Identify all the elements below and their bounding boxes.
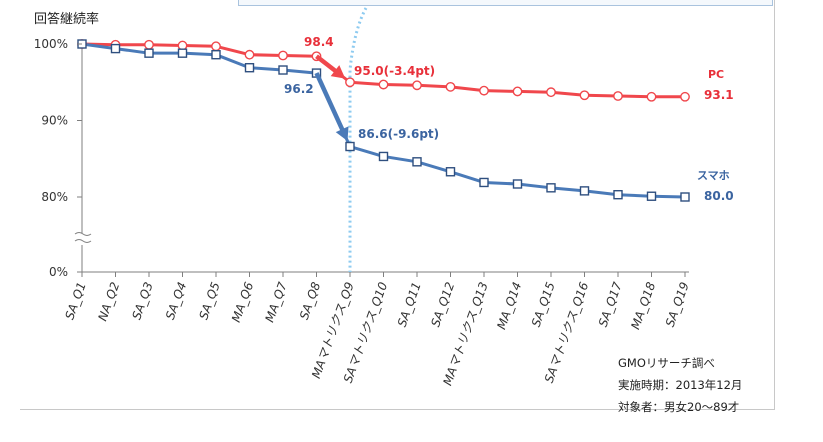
pc-point: [211, 41, 221, 52]
x-tick-label: MA_Q6: [229, 280, 257, 324]
chart-frame: [20, 0, 775, 410]
pc-point: [345, 77, 355, 88]
pc-point: [546, 87, 556, 98]
source-note: GMOリサーチ調べ: [618, 356, 715, 370]
x-tick-label: MA_Q18: [628, 280, 658, 331]
y-axis-label: 回答継続率: [34, 11, 99, 27]
sp-point: [412, 157, 422, 167]
pc-point: [579, 90, 590, 101]
x-tick-label: SA_Q17: [596, 280, 625, 329]
x-tick-label: SA_Q15: [529, 280, 558, 329]
pc-point: [244, 49, 255, 60]
sp-point: [211, 50, 221, 60]
sp-point: [680, 192, 690, 202]
pc-point: [177, 40, 188, 51]
pc-series-name: PC: [708, 68, 724, 81]
y-tick-label: 0%: [49, 265, 68, 279]
pc-point: [445, 81, 456, 92]
sp-point: [278, 65, 288, 75]
pc-point: [646, 91, 657, 102]
pc-point: [412, 80, 422, 91]
x-tick-label: NA_Q2: [95, 280, 122, 323]
y-tick-label: 80%: [41, 190, 68, 204]
sp-point: [244, 63, 255, 73]
x-tick-label: MA_Q7: [262, 280, 290, 324]
y-tick-label: 90%: [41, 114, 68, 128]
axis-break-mark-bottom: [74, 239, 92, 243]
pc-drop-arrowhead: [330, 65, 346, 79]
pc-point: [144, 39, 154, 50]
sp-point: [546, 183, 556, 193]
sp-point: [579, 186, 590, 196]
pc-point: [512, 86, 523, 97]
sp-point: [378, 151, 389, 162]
pc-before-label: 98.4: [304, 35, 334, 49]
x-tick-label: SA_Q8: [297, 280, 324, 322]
x-tick-label: SA_Q5: [196, 280, 222, 321]
sp-point: [144, 48, 154, 58]
sp-point: [479, 177, 489, 188]
sp-point: [445, 167, 456, 177]
q9-divider-line: [348, 7, 368, 272]
x-tick-label: SA_Q3: [129, 280, 155, 321]
sp-point: [177, 48, 188, 58]
pc-point: [378, 79, 389, 90]
x-tick-label: SA_Q4: [163, 280, 189, 321]
pc-drop-label: 95.0(-3.4pt): [354, 64, 435, 78]
pc-point: [278, 50, 288, 61]
sp-point: [345, 141, 355, 152]
sp-point: [110, 43, 121, 54]
pc-point: [680, 91, 690, 102]
x-tick-label: SA_Q1: [62, 280, 88, 321]
pc-point: [613, 91, 623, 101]
pc-point: [479, 85, 489, 96]
sp-drop-arrowhead: [335, 126, 349, 142]
sp-drop-arrow: [314, 72, 348, 137]
axis-break-mark-top: [74, 232, 92, 236]
sp-series-name: スマホ: [697, 169, 730, 182]
sp-point: [512, 179, 523, 189]
sp-drop-label: 86.6(-9.6pt): [358, 127, 439, 141]
sp-before-label: 96.2: [284, 82, 314, 96]
x-tick-label: MA_Q14: [494, 280, 524, 331]
pc-end-label: 93.1: [704, 88, 734, 102]
sp-point: [613, 190, 623, 200]
sp-point: [646, 191, 657, 201]
period-note: 実施時期：2013年12月: [618, 378, 743, 392]
y-tick-label: 100%: [34, 37, 68, 51]
overlapping-panel-edge: [238, 0, 773, 6]
x-tick-label: SA_Q19: [663, 280, 692, 329]
sp-end-label: 80.0: [704, 189, 734, 203]
x-tick-label: SA_Q11: [395, 280, 424, 329]
x-tick-label: SA_Q12: [428, 280, 457, 329]
target-note: 対象者：男女20～89才: [618, 400, 740, 414]
